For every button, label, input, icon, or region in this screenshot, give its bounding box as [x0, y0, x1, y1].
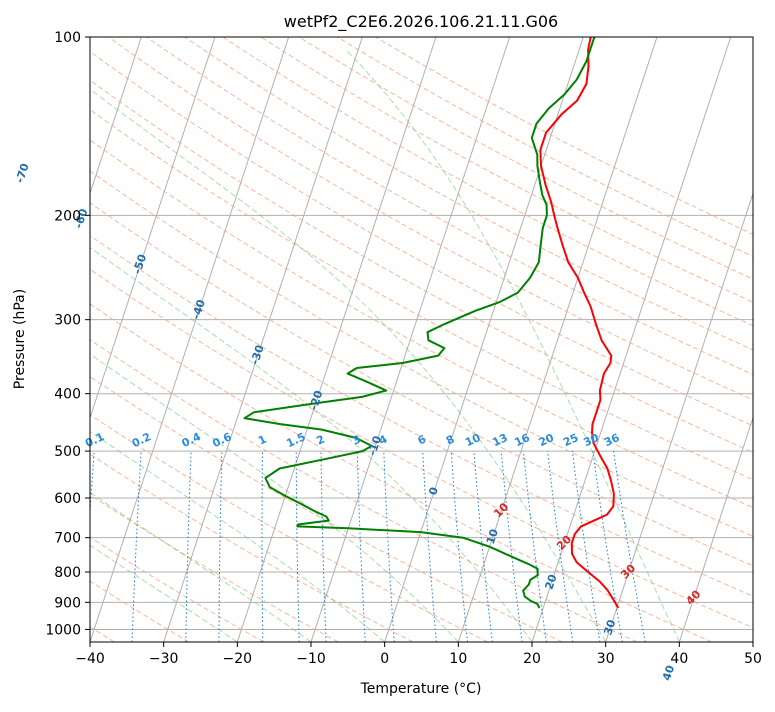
- y-tick-label: 800: [54, 565, 81, 581]
- y-tick-label: 700: [54, 531, 81, 547]
- y-axis-label: Pressure (hPa): [12, 289, 28, 389]
- y-tick-label: 100: [54, 30, 81, 46]
- y-tick-label: 500: [54, 444, 81, 460]
- y-tick-label: 400: [54, 387, 81, 403]
- x-tick-label: −20: [223, 651, 253, 667]
- y-tick-label: 600: [54, 491, 81, 507]
- x-tick-label: 20: [523, 651, 541, 667]
- x-tick-label: 30: [597, 651, 615, 667]
- x-tick-label: 40: [670, 651, 688, 667]
- y-tick-label: 1000: [45, 622, 81, 638]
- y-tick-label: 900: [54, 595, 81, 611]
- x-tick-label: −40: [75, 651, 105, 667]
- y-tick-label: 300: [54, 313, 81, 329]
- chart-title: wetPf2_C2E6.2026.106.21.11.G06: [284, 12, 558, 32]
- x-tick-label: −30: [149, 651, 179, 667]
- x-tick-label: 10: [449, 651, 467, 667]
- x-axis-label: Temperature (°C): [360, 681, 482, 697]
- x-tick-label: −10: [296, 651, 326, 667]
- x-tick-label: 0: [380, 651, 389, 667]
- y-tick-label: 200: [54, 208, 81, 224]
- x-tick-label: 50: [744, 651, 762, 667]
